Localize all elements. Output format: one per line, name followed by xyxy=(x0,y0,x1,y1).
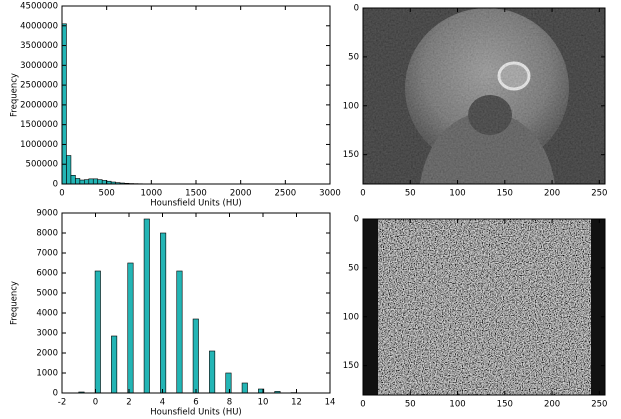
axes-frame xyxy=(61,5,331,185)
x-tick-label: 4 xyxy=(160,398,165,408)
x-tick-label: 14 xyxy=(325,398,336,408)
x-axis-label: Hounsfield Units (HU) xyxy=(150,408,242,418)
x-tick-label: 12 xyxy=(291,398,302,408)
y-tick-label: 100 xyxy=(343,312,359,322)
y-tick-label: 7000 xyxy=(36,249,58,259)
y-tick-label: 500000 xyxy=(26,160,58,170)
y-tick-label: 3500000 xyxy=(20,41,58,51)
y-tick-label: 0 xyxy=(354,4,359,14)
bar xyxy=(241,382,248,394)
bar xyxy=(160,232,167,394)
y-tick-label: 9000 xyxy=(36,209,58,219)
x-tick-label: 150 xyxy=(497,400,513,410)
bar xyxy=(70,174,76,185)
bar xyxy=(143,218,150,394)
bar xyxy=(209,350,216,394)
x-tick-label: 500 xyxy=(99,189,115,199)
y-tick-label: 8000 xyxy=(36,229,58,239)
y-tick-label: 0 xyxy=(53,389,58,399)
y-tick-label: 4500000 xyxy=(20,2,58,12)
bar xyxy=(75,178,81,185)
y-tick-label: 150 xyxy=(343,361,359,371)
bar xyxy=(225,372,232,394)
bar xyxy=(176,270,183,394)
y-tick-label: 2500000 xyxy=(20,81,58,91)
y-tick-label: 0 xyxy=(53,180,58,190)
noise-image xyxy=(363,219,605,395)
x-tick-label: 2500 xyxy=(275,189,297,199)
x-tick-label: 2 xyxy=(126,398,131,408)
y-tick-label: 1000 xyxy=(36,369,58,379)
x-tick-label: 6 xyxy=(193,398,198,408)
bar xyxy=(94,270,101,394)
x-tick-label: 150 xyxy=(497,189,513,199)
y-tick-label: 50 xyxy=(348,263,359,273)
x-tick-label: 2000 xyxy=(230,189,252,199)
bar xyxy=(61,23,67,185)
x-tick-label: 0 xyxy=(360,189,365,199)
x-axis-label: Hounsfield Units (HU) xyxy=(150,199,242,209)
x-tick-label: 0 xyxy=(93,398,98,408)
mri-image xyxy=(363,8,605,184)
y-tick-label: 4000000 xyxy=(20,21,58,31)
x-tick-label: 200 xyxy=(544,189,560,199)
y-tick-label: 6000 xyxy=(36,269,58,279)
x-tick-label: 250 xyxy=(591,400,607,410)
bar xyxy=(111,335,118,394)
x-tick-label: 1000 xyxy=(141,189,163,199)
y-tick-label: 100 xyxy=(343,101,359,111)
x-tick-label: 50 xyxy=(405,189,416,199)
x-tick-label: 200 xyxy=(544,400,560,410)
bar xyxy=(101,180,107,185)
x-tick-label: 10 xyxy=(258,398,269,408)
x-tick-label: 1500 xyxy=(185,189,207,199)
y-tick-label: 0 xyxy=(354,215,359,225)
y-tick-label: 2000000 xyxy=(20,100,58,110)
y-tick-label: 1500000 xyxy=(20,120,58,130)
y-tick-label: 1000000 xyxy=(20,140,58,150)
y-tick-label: 150 xyxy=(343,150,359,160)
x-tick-label: 8 xyxy=(227,398,232,408)
x-tick-label: 250 xyxy=(591,189,607,199)
bar xyxy=(79,179,85,185)
y-axis-label: Frequency xyxy=(10,73,20,117)
x-tick-label: 0 xyxy=(360,400,365,410)
bar xyxy=(192,318,199,394)
bar xyxy=(97,179,103,185)
axes-frame xyxy=(362,218,606,396)
bar xyxy=(66,155,72,185)
y-tick-label: 2000 xyxy=(36,349,58,359)
y-tick-label: 3000000 xyxy=(20,61,58,71)
bar xyxy=(88,178,94,185)
x-tick-label: -2 xyxy=(58,398,66,408)
x-tick-label: 0 xyxy=(59,189,64,199)
bar xyxy=(84,179,90,185)
x-tick-label: 3000 xyxy=(319,189,341,199)
x-tick-label: 100 xyxy=(449,189,465,199)
bar xyxy=(92,178,99,185)
x-tick-label: 100 xyxy=(449,400,465,410)
x-tick-label: 50 xyxy=(405,400,416,410)
bar xyxy=(127,262,134,394)
y-tick-label: 5000 xyxy=(36,289,58,299)
y-axis-label: Frequency xyxy=(10,281,20,325)
y-tick-label: 3000 xyxy=(36,329,58,339)
axes-frame xyxy=(362,7,606,185)
y-tick-label: 50 xyxy=(348,52,359,62)
y-tick-label: 4000 xyxy=(36,309,58,319)
